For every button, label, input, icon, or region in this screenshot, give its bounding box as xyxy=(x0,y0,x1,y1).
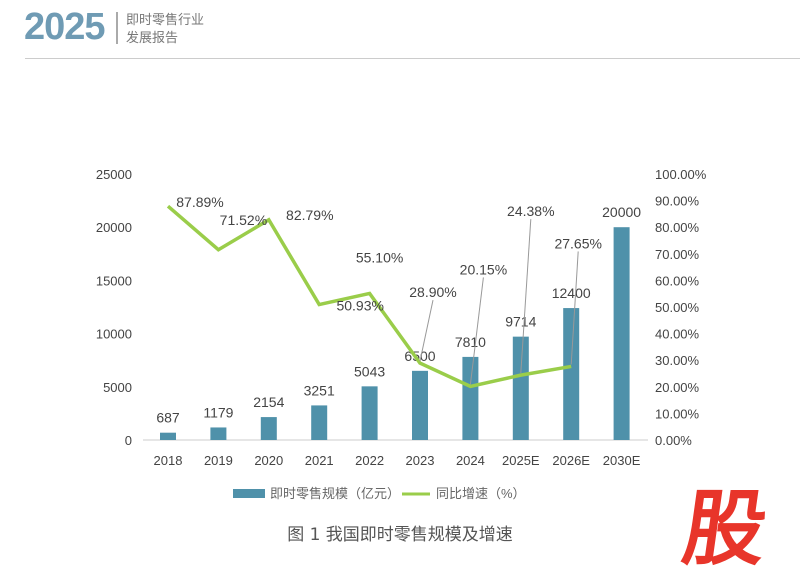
y2-tick-label: 100.00% xyxy=(655,167,707,182)
x-tick-label: 2023 xyxy=(406,453,435,468)
line-data-label: 82.79% xyxy=(286,207,333,223)
line-data-label: 24.38% xyxy=(507,203,554,219)
bar-data-label: 5043 xyxy=(354,363,385,379)
y2-tick-label: 70.00% xyxy=(655,247,700,262)
line-data-label: 71.52% xyxy=(220,212,267,228)
line-data-label: 28.90% xyxy=(409,284,456,300)
report-title: 即时零售行业 发展报告 xyxy=(126,12,204,48)
title-line1: 即时零售行业 xyxy=(126,13,205,28)
line-data-label: 27.65% xyxy=(554,235,601,251)
line-data-label: 87.89% xyxy=(176,194,223,210)
x-tick-label: 2022 xyxy=(355,453,384,468)
line-data-label: 50.93% xyxy=(336,298,383,314)
label-leader-line xyxy=(469,277,484,385)
bar xyxy=(260,417,277,440)
bar xyxy=(210,427,227,440)
bar-data-label: 9714 xyxy=(505,314,536,330)
title-line2: 发展报告 xyxy=(126,31,179,46)
x-tick-label: 2024 xyxy=(456,453,485,468)
x-tick-label: 2020 xyxy=(254,453,283,468)
bar xyxy=(311,405,328,440)
y2-tick-label: 10.00% xyxy=(655,406,700,421)
line-data-label: 20.15% xyxy=(460,261,507,277)
label-leader-line xyxy=(570,251,579,365)
bar xyxy=(512,336,529,440)
bar xyxy=(160,432,176,440)
header-divider xyxy=(116,12,118,44)
x-tick-label: 2030E xyxy=(603,453,641,468)
bar-data-label: 12400 xyxy=(552,285,591,301)
figure-caption: 图 1 我国即时零售规模及增速 xyxy=(287,525,513,545)
legend-line-label: 同比增速（%） xyxy=(436,486,526,501)
chart: 0 5000 10000 15000 20000 25000 0.00% 10.00% 20.0… xyxy=(96,167,707,501)
legend-bar-swatch xyxy=(233,489,265,498)
bar xyxy=(361,386,378,440)
legend-bar-label: 即时零售规模（亿元） xyxy=(270,486,400,501)
label-leader-line xyxy=(520,219,532,374)
bar-data-label: 687 xyxy=(156,410,180,426)
bar-data-label: 2154 xyxy=(253,394,284,410)
y-tick-label: 15000 xyxy=(96,273,132,288)
bar xyxy=(563,308,580,440)
x-tick-label: 2021 xyxy=(305,453,334,468)
x-tick-label: 2025E xyxy=(502,453,540,468)
y2-tick-label: 40.00% xyxy=(655,327,700,342)
bar-data-label: 3251 xyxy=(304,382,335,398)
bar xyxy=(462,356,479,440)
y-tick-label: 25000 xyxy=(96,167,132,182)
x-tick-label: 2019 xyxy=(204,453,233,468)
y2-tick-label: 60.00% xyxy=(655,273,700,288)
y2-tick-label: 50.00% xyxy=(655,300,700,315)
bar-data-label: 20000 xyxy=(602,204,641,220)
x-tick-label: 2026E xyxy=(552,453,590,468)
line-data-label: 55.10% xyxy=(356,249,403,265)
label-leader-line xyxy=(419,300,434,362)
y-tick-label: 0 xyxy=(125,433,132,448)
growth-line xyxy=(166,204,572,389)
y-tick-label: 20000 xyxy=(96,220,132,235)
y2-tick-label: 30.00% xyxy=(655,353,700,368)
y2-tick-label: 80.00% xyxy=(655,220,700,235)
report-year: 2025 xyxy=(24,6,106,48)
y2-tick-label: 90.00% xyxy=(655,194,700,209)
y2-tick-label: 20.00% xyxy=(655,380,700,395)
bar xyxy=(613,227,630,440)
x-tick-label: 2018 xyxy=(154,453,183,468)
bar xyxy=(412,370,428,440)
bar-data-label: 1179 xyxy=(203,404,233,420)
y-tick-label: 5000 xyxy=(103,380,132,395)
y2-tick-label: 0.00% xyxy=(655,433,692,448)
header-rule xyxy=(25,58,800,59)
y-tick-label: 10000 xyxy=(96,327,132,342)
bar-data-label: 7810 xyxy=(455,334,486,350)
watermark-logo: 股 xyxy=(677,482,773,577)
